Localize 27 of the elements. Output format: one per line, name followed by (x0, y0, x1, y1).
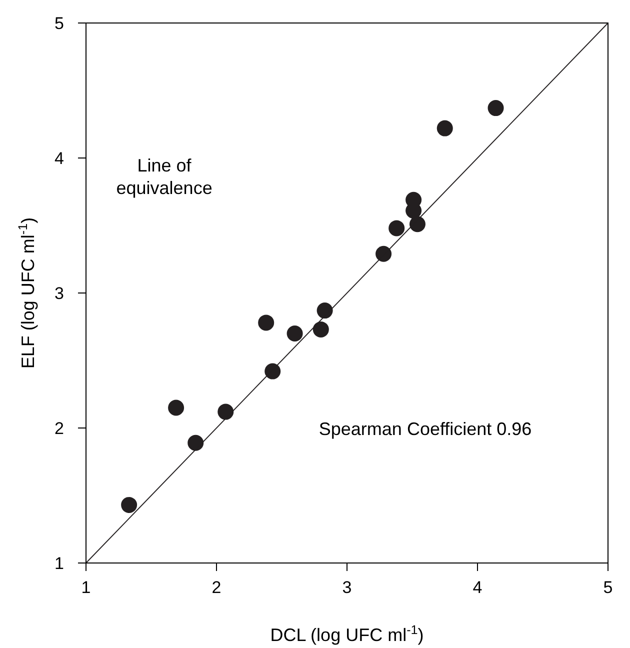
x-axis-title: DCL (log UFC ml$^{-1}$) (270, 623, 424, 645)
y-tick-label: 1 (54, 554, 64, 573)
point (312, 321, 329, 338)
x-tick-label: 1 (81, 578, 91, 597)
point (286, 326, 303, 342)
point (168, 400, 184, 416)
x-tick-label: 4 (472, 578, 482, 597)
point (264, 363, 281, 380)
point (388, 220, 405, 236)
point (436, 120, 453, 136)
point (121, 496, 138, 513)
y-tick-label: 3 (54, 284, 64, 303)
annotation: Spearman Coefficient 0.96 (318, 418, 532, 439)
x-tick-label: 2 (212, 578, 222, 597)
y-tick-label: 2 (54, 418, 64, 438)
point (218, 404, 234, 420)
annotation: Line of equivalence (116, 156, 212, 198)
point (316, 302, 333, 319)
point (258, 314, 274, 331)
point (376, 246, 392, 262)
x-tick-label: 3 (342, 578, 352, 597)
point (488, 100, 504, 116)
point (409, 216, 426, 232)
y-tick-label: 5 (54, 14, 64, 33)
point (188, 434, 204, 451)
y-tick-label: 4 (54, 148, 64, 168)
x-tick-label: 5 (603, 578, 613, 597)
